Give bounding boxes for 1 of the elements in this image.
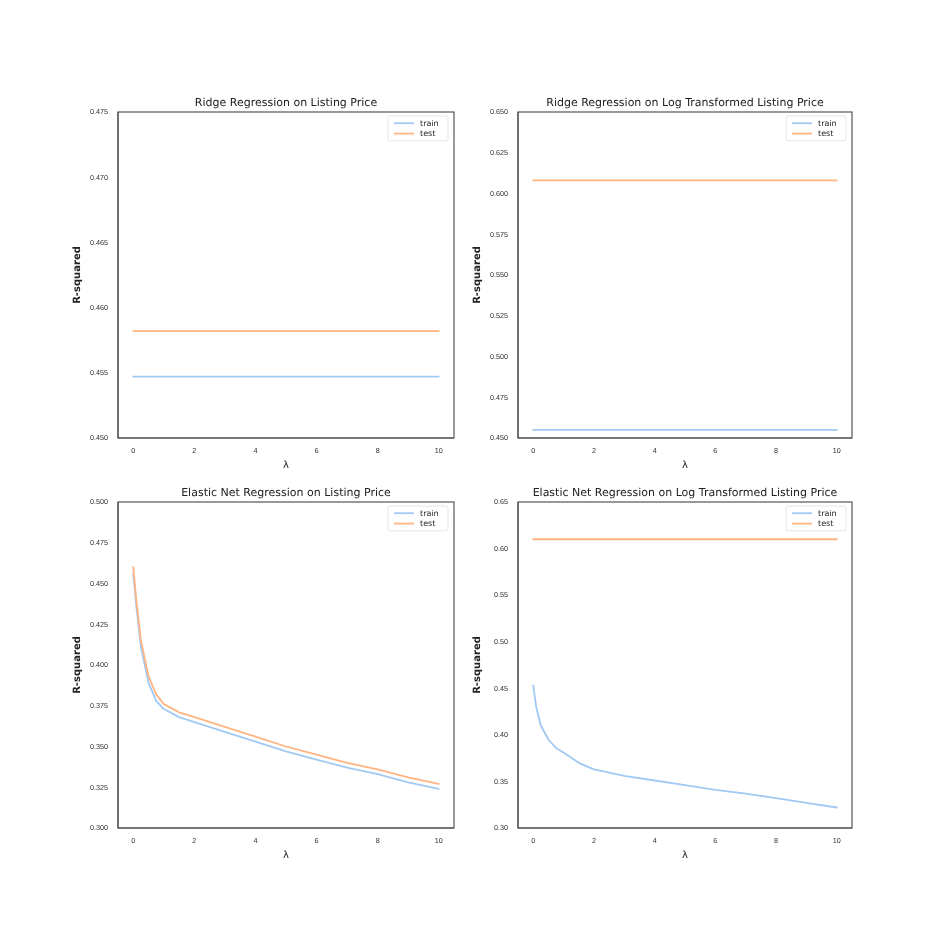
line-series: [532, 684, 838, 809]
